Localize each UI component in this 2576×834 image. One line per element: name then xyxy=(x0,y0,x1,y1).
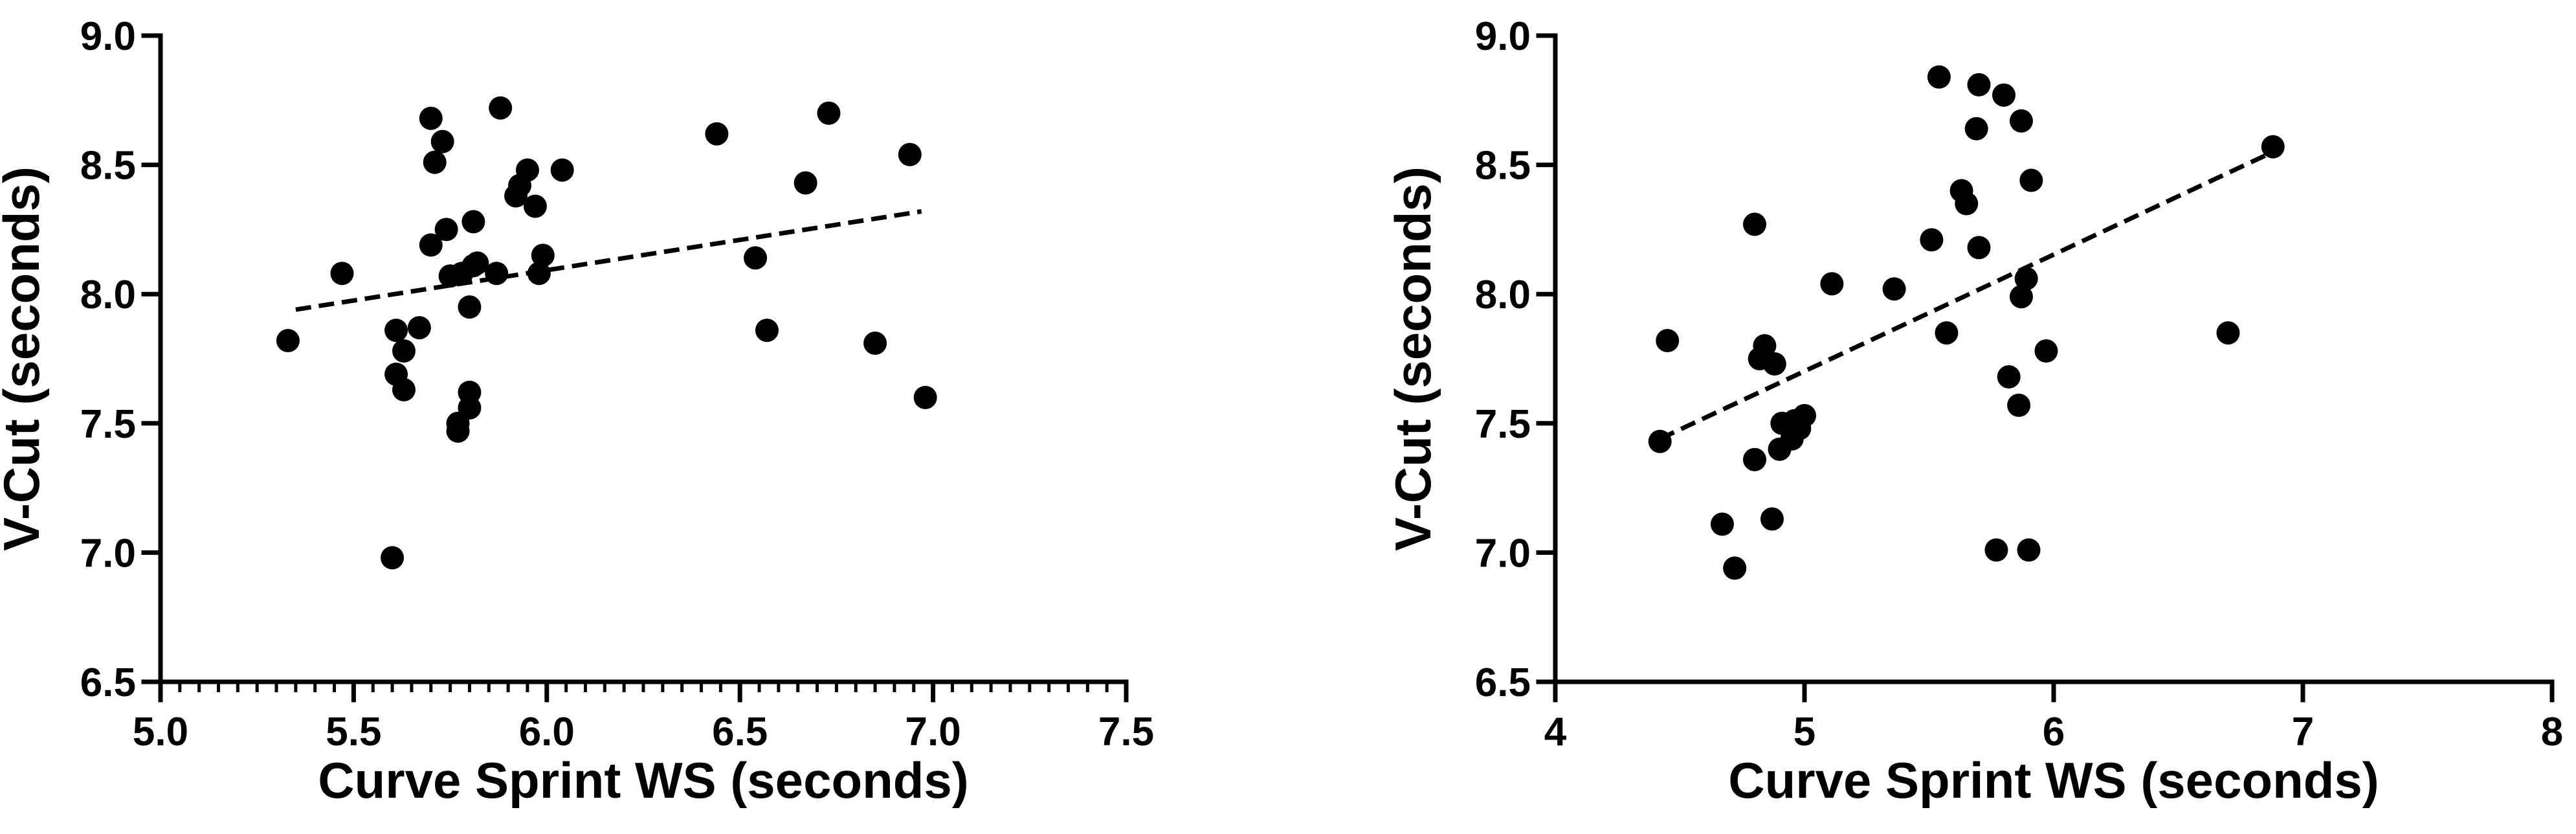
y-tick-label: 7.0 xyxy=(80,531,136,576)
data-point xyxy=(2009,285,2033,309)
data-point xyxy=(2014,267,2038,291)
y-tick-label: 7.5 xyxy=(80,402,136,447)
data-point xyxy=(489,96,513,120)
data-point xyxy=(381,546,405,570)
data-point xyxy=(458,380,482,404)
data-point xyxy=(485,262,509,286)
data-point xyxy=(392,378,416,401)
y-tick-label: 7.5 xyxy=(1475,402,1531,447)
data-point xyxy=(461,210,485,234)
y-tick-label: 8.5 xyxy=(1475,144,1531,188)
data-point xyxy=(330,262,354,286)
x-tick-label: 5 xyxy=(1793,710,1815,754)
data-point xyxy=(523,194,547,218)
data-point xyxy=(898,142,922,166)
data-point xyxy=(2017,538,2041,562)
data-point xyxy=(392,339,416,363)
x-tick-label: 6.5 xyxy=(712,710,768,754)
scatter-chart-left: 6.5 7.0 7.5 8.0 8.5 9.0 5.0 5.5 6.0 6.5 7.0 7.5 Curv… xyxy=(0,14,1154,809)
data-point xyxy=(2019,168,2043,192)
x-tick-label: 8 xyxy=(2541,710,2563,754)
data-point xyxy=(515,158,539,182)
data-point xyxy=(2261,135,2285,159)
data-point xyxy=(550,158,574,182)
data-point xyxy=(1743,212,1766,236)
data-point xyxy=(419,106,443,130)
y-tick-label: 8.0 xyxy=(1475,273,1531,317)
data-point xyxy=(1967,73,1991,96)
y-tick-label: 8.5 xyxy=(80,144,136,188)
data-point xyxy=(1935,321,1959,345)
data-point xyxy=(913,385,937,409)
y-tick-label: 9.0 xyxy=(80,14,136,59)
x-axis-title: Curve Sprint WS (seconds) xyxy=(1728,752,2379,809)
data-point xyxy=(755,319,779,343)
data-point xyxy=(465,251,489,275)
data-point xyxy=(744,246,768,270)
data-point xyxy=(1793,403,1816,427)
data-point xyxy=(434,218,458,242)
data-point xyxy=(1656,329,1680,353)
data-point xyxy=(705,122,729,146)
data-point xyxy=(2034,339,2058,363)
data-point xyxy=(1955,192,1979,216)
data-point xyxy=(276,329,300,353)
data-point xyxy=(794,171,817,195)
data-point xyxy=(1997,365,2021,389)
x-tick-label: 7.0 xyxy=(905,710,960,754)
x-tick-label: 5.5 xyxy=(326,710,381,754)
trend-line xyxy=(1659,150,2274,441)
y-tick-label: 6.5 xyxy=(1475,660,1531,705)
data-point xyxy=(407,316,431,340)
y-tick-label: 8.0 xyxy=(80,273,136,317)
data-point xyxy=(1920,228,1944,252)
data-point xyxy=(1967,236,1991,260)
data-point xyxy=(2009,109,2033,133)
data-point xyxy=(531,243,555,267)
data-point xyxy=(1820,272,1844,296)
data-point xyxy=(1710,512,1734,536)
data-point xyxy=(527,262,551,286)
data-point xyxy=(1648,429,1672,453)
data-point xyxy=(419,233,443,257)
y-tick-label: 6.5 xyxy=(80,660,136,705)
data-point xyxy=(423,150,447,174)
x-tick-label: 5.0 xyxy=(133,710,188,754)
data-point xyxy=(1760,507,1784,531)
x-tick-label: 7.5 xyxy=(1098,710,1154,754)
data-point xyxy=(1882,277,1906,301)
y-tick-label: 9.0 xyxy=(1475,14,1531,59)
data-point xyxy=(2007,393,2031,417)
data-point xyxy=(1723,556,1747,580)
x-tick-label: 4 xyxy=(1544,710,1567,754)
data-point xyxy=(1753,334,1777,358)
trend-line xyxy=(295,208,922,312)
scatter-chart-right: 6.5 7.0 7.5 8.0 8.5 9.0 4 5 6 7 8 Curve Sprint WS (… xyxy=(1384,14,2563,809)
x-tick-label: 6 xyxy=(2043,710,2065,754)
data-point xyxy=(1762,352,1786,376)
data-point xyxy=(2216,321,2240,345)
data-point xyxy=(458,295,482,319)
x-tick-label: 7 xyxy=(2292,710,2314,754)
data-point xyxy=(1992,83,2015,107)
x-tick-label: 6.0 xyxy=(519,710,575,754)
data-point xyxy=(817,101,841,125)
data-point xyxy=(430,130,454,153)
x-axis-title: Curve Sprint WS (seconds) xyxy=(318,752,968,809)
y-axis-title: V-Cut (seconds) xyxy=(1384,166,1441,551)
data-point xyxy=(1964,117,1988,141)
data-point xyxy=(384,319,408,343)
data-point xyxy=(863,332,887,355)
y-tick-label: 7.0 xyxy=(1475,531,1531,576)
data-point xyxy=(1984,538,2008,562)
data-point xyxy=(1743,447,1766,471)
data-point xyxy=(1927,65,1951,89)
y-axis-title: V-Cut (seconds) xyxy=(0,166,50,551)
